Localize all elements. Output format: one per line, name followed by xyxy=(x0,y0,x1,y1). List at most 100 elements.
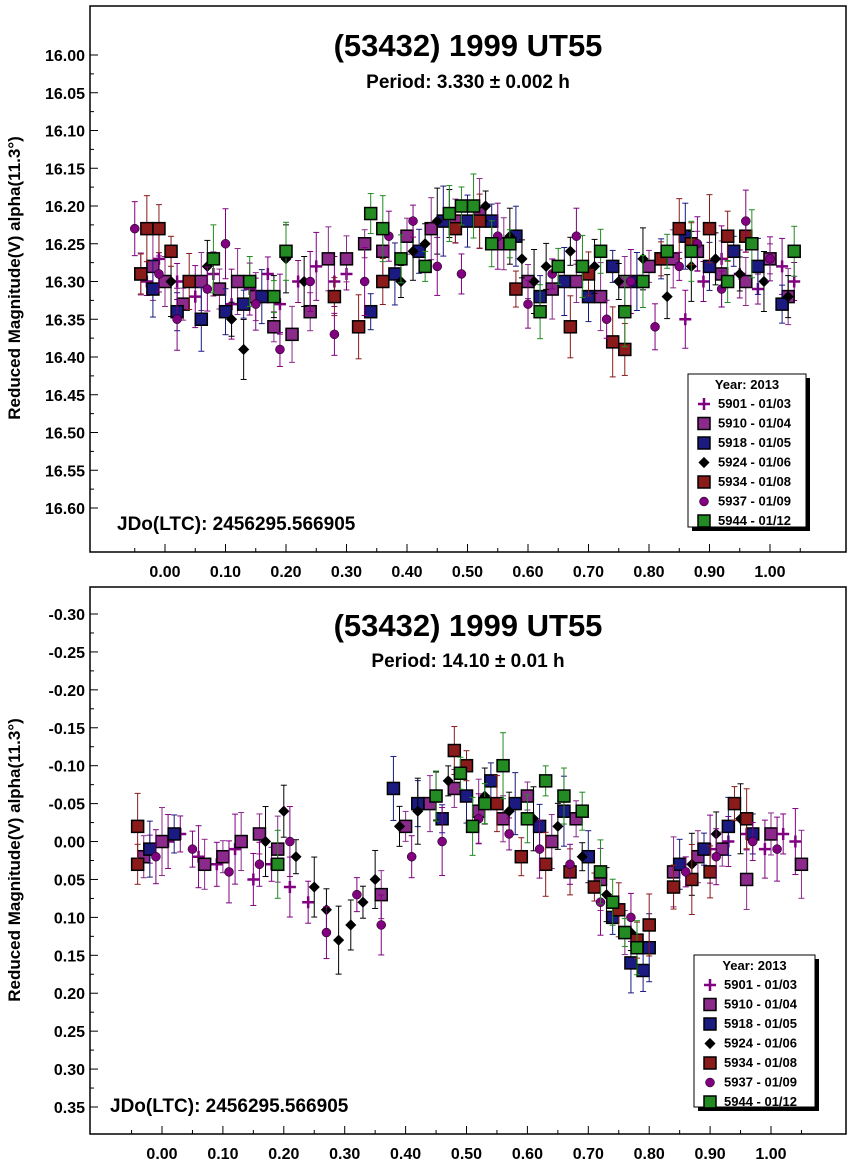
y-tick-label: 16.05 xyxy=(45,86,85,103)
data-point xyxy=(484,774,498,788)
data-point xyxy=(626,276,636,287)
y-tick-label: 16.10 xyxy=(45,124,85,141)
data-point xyxy=(480,200,492,212)
data-point xyxy=(230,274,245,289)
data-point xyxy=(216,849,230,864)
data-point xyxy=(661,291,673,303)
data-point xyxy=(711,851,721,862)
x-tick-label: 0.40 xyxy=(390,1146,421,1163)
data-point xyxy=(672,221,686,236)
data-point xyxy=(569,274,584,289)
x-tick-label: 0.80 xyxy=(633,564,664,581)
legend-label: 5924 - 01/06 xyxy=(724,1036,797,1051)
data-point xyxy=(751,259,765,274)
data-point xyxy=(593,865,608,879)
data-point xyxy=(393,820,406,832)
data-point xyxy=(267,320,281,334)
data-point xyxy=(674,261,684,272)
data-point xyxy=(242,274,257,289)
y-tick-label: 16.30 xyxy=(45,275,85,292)
data-point xyxy=(172,314,182,324)
y-axis-label: Reduced Magnitude(V) alpha(11.3°) xyxy=(5,136,24,420)
data-point xyxy=(130,819,145,834)
data-point xyxy=(339,252,354,266)
y-tick-label: 16.45 xyxy=(45,388,85,405)
data-point xyxy=(376,274,390,289)
legend-marker xyxy=(697,514,711,528)
data-point xyxy=(261,267,274,280)
legend-label: 5918 - 01/05 xyxy=(724,1016,797,1031)
data-point xyxy=(407,245,419,257)
chart-title: (53432) 1999 UT55 xyxy=(334,608,603,643)
data-point xyxy=(680,867,691,877)
data-point xyxy=(431,215,443,227)
data-point xyxy=(202,284,213,294)
data-point xyxy=(400,229,414,243)
data-point xyxy=(472,214,487,228)
y-tick-label: -0.25 xyxy=(49,645,86,662)
data-point xyxy=(703,865,717,879)
data-point xyxy=(357,896,369,908)
data-point xyxy=(758,275,770,288)
y-tick-label: -0.05 xyxy=(49,797,86,814)
data-point xyxy=(642,918,656,932)
data-point xyxy=(679,313,692,326)
x-axis-ticks: 0.00 0.10 0.20 0.30 0.40 0.50 0.60 0.70 0.80 0.90… xyxy=(134,544,801,581)
data-point xyxy=(618,925,632,940)
chart-subtitle: Period: 3.330 ± 0.002 h xyxy=(366,72,570,93)
x-tick-label: 0.60 xyxy=(512,564,543,581)
legend-label: 5937 - 01/09 xyxy=(718,494,791,509)
data-point xyxy=(254,859,265,870)
y-tick-label: 0.00 xyxy=(54,835,85,852)
data-point xyxy=(605,335,620,349)
data-point xyxy=(720,229,735,243)
data-point xyxy=(275,344,285,355)
y-tick-label: 0.35 xyxy=(54,1100,85,1117)
x-tick-label: 0.90 xyxy=(695,1146,726,1163)
y-tick-label: 16.00 xyxy=(45,48,85,65)
data-point xyxy=(509,282,523,296)
legend-label: 5910 - 01/04 xyxy=(724,997,798,1012)
data-point xyxy=(352,889,362,900)
data-point xyxy=(660,244,674,259)
data-point xyxy=(154,269,164,279)
data-point xyxy=(130,223,140,234)
jdo-annotation: JDo(LTC): 2456295.566905 xyxy=(110,1096,349,1117)
data-point xyxy=(167,827,181,841)
data-point xyxy=(587,880,602,894)
data-point xyxy=(234,834,248,849)
x-tick-label: 0.00 xyxy=(149,564,180,581)
data-point xyxy=(456,269,467,279)
data-point xyxy=(727,796,742,811)
data-point xyxy=(734,268,746,280)
data-point xyxy=(551,259,565,274)
data-point xyxy=(321,927,332,938)
data-point xyxy=(794,857,809,872)
legend-label: 5910 - 01/04 xyxy=(718,416,792,431)
data-point xyxy=(741,216,751,226)
x-tick-label: 0.00 xyxy=(146,1146,177,1163)
data-points xyxy=(130,726,809,994)
data-point xyxy=(386,781,401,796)
data-point xyxy=(630,940,644,955)
data-point xyxy=(702,221,717,236)
x-tick-label: 1.00 xyxy=(755,1146,786,1163)
data-point xyxy=(503,805,515,817)
legend: Year: 2013 5901 - 01/03 5910 - 01/04 5918 -… xyxy=(693,954,819,1111)
legend-label: 5934 - 01/08 xyxy=(724,1055,797,1070)
y-tick-label: 16.60 xyxy=(45,501,85,518)
data-point xyxy=(514,849,529,864)
data-point xyxy=(575,259,590,274)
data-point xyxy=(650,322,660,332)
y-tick-label: -0.20 xyxy=(49,683,86,700)
data-point xyxy=(745,237,759,251)
data-point xyxy=(593,244,608,259)
legend-marker xyxy=(703,1056,717,1070)
x-tick-label: 0.10 xyxy=(207,1146,238,1163)
y-tick-label: -0.30 xyxy=(49,607,86,624)
data-point xyxy=(557,789,571,803)
data-point xyxy=(419,238,431,250)
data-point xyxy=(437,836,447,847)
data-point xyxy=(538,774,553,788)
